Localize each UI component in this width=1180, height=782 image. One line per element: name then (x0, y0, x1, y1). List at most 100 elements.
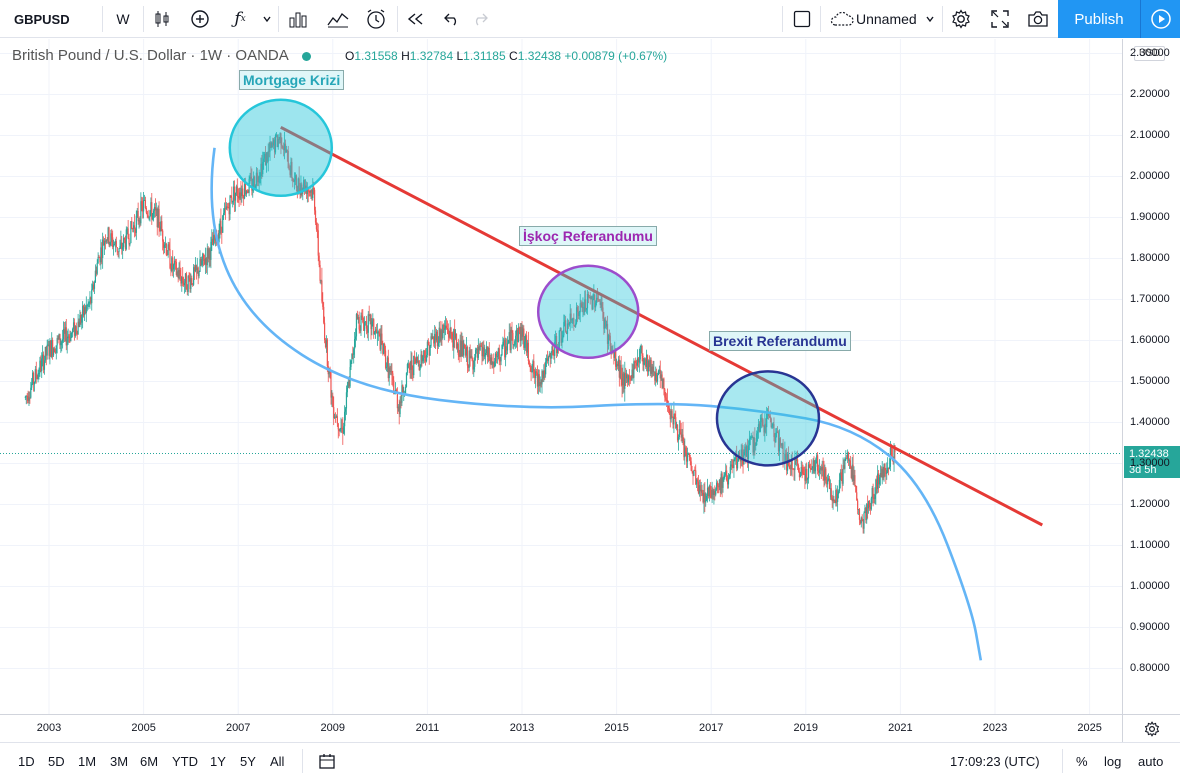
range-button-1y[interactable]: 1Y (210, 753, 226, 769)
candle-body (432, 336, 434, 339)
candle-body (819, 467, 821, 470)
candle-body (145, 207, 147, 213)
candle-body (95, 270, 97, 274)
candle-body (649, 359, 651, 368)
candle-body (363, 322, 365, 331)
camera-icon[interactable] (1024, 0, 1052, 38)
candle-body (535, 371, 537, 379)
auto-toggle[interactable]: auto (1138, 753, 1164, 769)
settings-icon[interactable] (947, 0, 975, 38)
replay-icon[interactable] (402, 0, 430, 38)
candle-body (456, 343, 459, 349)
candle-body (351, 353, 353, 361)
candle-body (835, 490, 837, 504)
candle-body (284, 143, 287, 153)
candle-body (273, 139, 275, 146)
fullscreen-icon[interactable] (986, 0, 1014, 38)
range-button-5y[interactable]: 5Y (240, 753, 256, 769)
candle-body (255, 172, 257, 186)
candle-body (223, 212, 225, 216)
range-button-ytd[interactable]: YTD (172, 753, 198, 769)
candle-body (79, 315, 81, 327)
candle-body (567, 323, 569, 325)
candle-body (319, 265, 321, 281)
publish-button[interactable]: Publish (1058, 0, 1140, 38)
candle-body (690, 461, 692, 471)
percent-toggle[interactable]: % (1076, 753, 1088, 769)
candle-body (715, 489, 717, 495)
candle-body (61, 341, 63, 344)
price-chart[interactable] (0, 39, 1122, 714)
time-axis[interactable] (0, 714, 1122, 743)
candle-body (314, 189, 316, 211)
candle-body (805, 468, 807, 481)
alert-icon[interactable] (362, 0, 390, 38)
annotation-mortgage[interactable]: Mortgage Krizi (239, 70, 345, 90)
candle-body (225, 206, 227, 209)
candles-icon[interactable] (148, 0, 176, 38)
date-range-icon[interactable] (318, 743, 338, 779)
range-button-1d[interactable]: 1D (18, 753, 35, 769)
range-button-6m[interactable]: 6M (140, 753, 159, 769)
candle-body (548, 354, 550, 357)
range-button-1m[interactable]: 1M (78, 753, 97, 769)
candle-body (814, 466, 816, 472)
candle-body (213, 234, 216, 241)
candle-body (724, 473, 726, 476)
symbol-search-button[interactable]: GBPUSD (14, 11, 70, 27)
candle-body (797, 459, 799, 466)
candle-body (280, 133, 282, 145)
candle-body (475, 348, 478, 350)
candle-body (239, 192, 241, 199)
annotation-brexit[interactable]: Brexit Referandumu (709, 331, 851, 351)
log-toggle[interactable]: log (1104, 753, 1122, 769)
annotation-scotland[interactable]: İşkoç Referandumu (519, 226, 657, 246)
compare-icon[interactable] (324, 0, 352, 38)
cloud-icon[interactable] (826, 0, 858, 38)
play-icon[interactable] (1140, 0, 1180, 38)
candle-body (575, 323, 577, 327)
candle-body (549, 354, 551, 359)
candle-body (201, 260, 203, 265)
redo-icon[interactable] (466, 0, 494, 38)
chevron-down-icon[interactable] (258, 0, 276, 38)
range-button-3m[interactable]: 3M (110, 753, 129, 769)
candle-body (503, 339, 505, 343)
interval-button[interactable]: W (116, 11, 130, 27)
candle-body (866, 503, 868, 521)
add-indicator-icon[interactable] (186, 0, 214, 38)
candle-body (859, 519, 861, 524)
settings-icon[interactable] (1122, 714, 1180, 743)
candle-body (468, 350, 470, 368)
candle-body (683, 441, 685, 458)
candle-body (128, 238, 130, 245)
layout-icon[interactable] (788, 0, 816, 38)
candle-body (190, 278, 192, 290)
layout-name[interactable]: Unnamed (856, 11, 917, 27)
candle-body (32, 372, 35, 385)
candle-body (837, 491, 840, 495)
bars-icon[interactable] (284, 0, 312, 38)
candle-body (339, 428, 341, 431)
candle-body (429, 346, 431, 356)
candle-body (617, 359, 620, 367)
candle-body (271, 142, 273, 148)
candle-body (505, 346, 508, 351)
candle-body (858, 509, 861, 520)
time-tick-label: 2015 (604, 722, 629, 734)
candle-body (762, 419, 764, 426)
currency-label[interactable]: USD (1134, 46, 1166, 61)
chart-pane[interactable] (0, 39, 1122, 714)
candle-body (836, 490, 838, 502)
candle-body (725, 470, 727, 474)
candle-body (100, 247, 102, 263)
range-button-5d[interactable]: 5D (48, 753, 65, 769)
undo-icon[interactable] (438, 0, 466, 38)
chevron-down-icon[interactable] (922, 0, 938, 38)
range-button-all[interactable]: All (270, 753, 285, 769)
price-axis[interactable] (1122, 39, 1180, 714)
candle-body (595, 297, 598, 304)
candle-body (366, 328, 368, 333)
utc-clock[interactable]: 17:09:23 (UTC) (950, 753, 1040, 769)
